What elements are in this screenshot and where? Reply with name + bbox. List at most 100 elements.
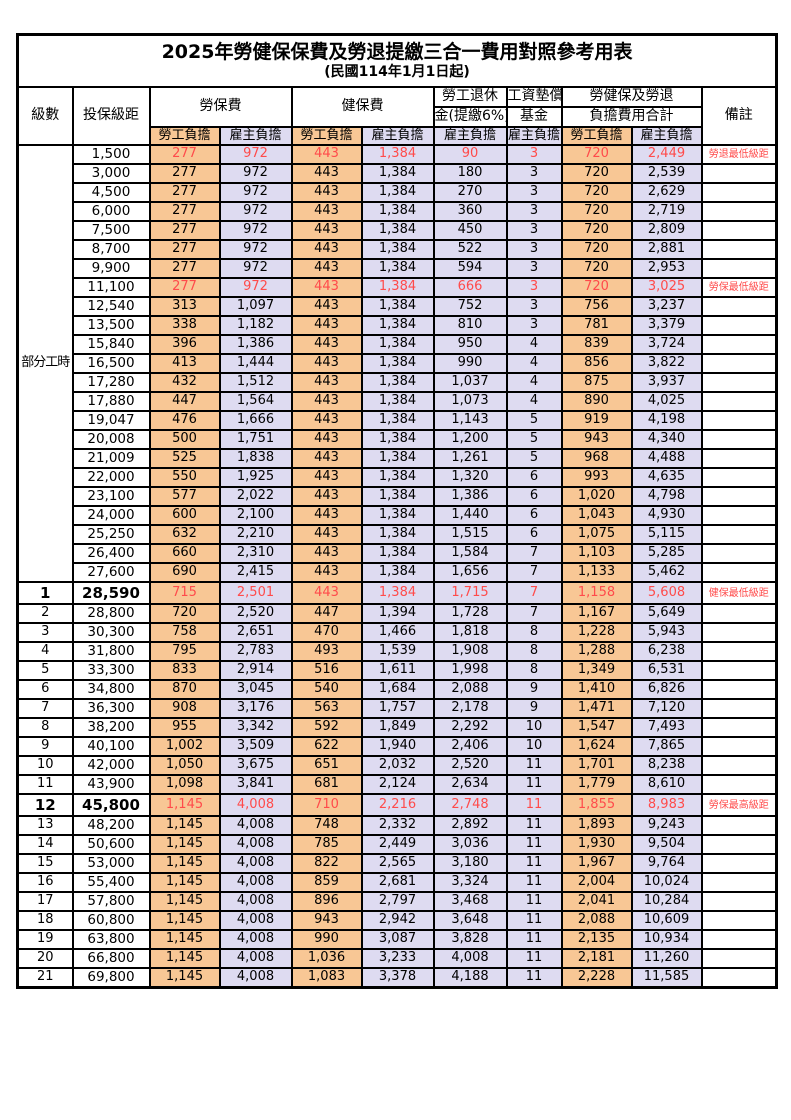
table-row: 16 55,400 1,145 4,008 859 2,681 3,324 11 2,004 10… (16, 872, 778, 893)
labor-employee-cell: 758 (148, 622, 221, 643)
table-row: 24,000 600 2,100 443 1,384 1,440 6 1,043 4,930 (18, 505, 778, 526)
subheader-total-employee: 勞工負擔 (560, 126, 633, 146)
bracket-cell: 7,500 (71, 220, 151, 241)
level-cell: 13 (16, 815, 74, 836)
health-employee-cell: 563 (290, 698, 363, 719)
pension-employer-cell: 90 (432, 144, 508, 165)
health-employer-cell: 1,384 (360, 562, 435, 583)
table-row: 3 30,300 758 2,651 470 1,466 1,818 8 1,228 5,943 (16, 622, 778, 643)
total-employee-cell: 856 (560, 353, 633, 374)
health-employee-cell: 622 (290, 736, 363, 757)
labor-employer-cell: 1,512 (218, 372, 293, 393)
labor-employer-cell: 972 (218, 277, 293, 298)
table-row: 18 60,800 1,145 4,008 943 2,942 3,648 11 2,088 10… (16, 910, 778, 931)
health-employer-cell: 1,384 (360, 372, 435, 393)
health-employer-cell: 2,942 (360, 910, 435, 931)
labor-employer-cell: 2,100 (218, 505, 293, 526)
remark-cell (700, 717, 778, 738)
total-employee-cell: 1,020 (560, 486, 633, 507)
total-employer-cell: 4,488 (630, 448, 703, 469)
health-employer-cell: 1,384 (360, 258, 435, 279)
remark-cell: 健保最低級距 (700, 581, 778, 605)
pension-employer-cell: 666 (432, 277, 508, 298)
labor-employee-cell: 277 (148, 258, 221, 279)
pension-employer-cell: 2,520 (432, 755, 508, 776)
pension-employer-cell: 1,200 (432, 429, 508, 450)
health-employee-cell: 443 (290, 353, 363, 374)
total-employee-cell: 1,167 (560, 603, 633, 624)
health-employer-cell: 1,384 (360, 353, 435, 374)
total-employee-cell: 1,779 (560, 774, 633, 795)
wage-fund-employer-cell: 4 (505, 353, 563, 374)
health-employee-cell: 822 (290, 853, 363, 874)
labor-employer-cell: 2,914 (218, 660, 293, 681)
labor-employer-cell: 972 (218, 144, 293, 165)
labor-employer-cell: 2,310 (218, 543, 293, 564)
pension-employer-cell: 1,386 (432, 486, 508, 507)
labor-employee-cell: 1,145 (148, 793, 221, 817)
pension-employer-cell: 3,468 (432, 891, 508, 912)
total-employer-cell: 4,025 (630, 391, 703, 412)
labor-employee-cell: 1,145 (148, 948, 221, 969)
col-header-bracket: 投保級距 (71, 86, 151, 146)
bracket-cell: 45,800 (71, 793, 151, 817)
health-employer-cell: 1,384 (360, 163, 435, 184)
labor-employee-cell: 1,145 (148, 929, 221, 950)
labor-employer-cell: 4,008 (218, 815, 293, 836)
total-employer-cell: 10,609 (630, 910, 703, 931)
pension-employer-cell: 2,634 (432, 774, 508, 795)
total-employee-cell: 1,471 (560, 698, 633, 719)
health-employee-cell: 447 (290, 603, 363, 624)
health-employee-cell: 443 (290, 524, 363, 545)
remark-cell (700, 201, 778, 222)
pension-employer-cell: 1,440 (432, 505, 508, 526)
health-employer-cell: 1,384 (360, 239, 435, 260)
health-employee-cell: 443 (290, 581, 363, 605)
col-header-remark: 備註 (700, 86, 778, 146)
pension-employer-cell: 3,648 (432, 910, 508, 931)
table-row: 22,000 550 1,925 443 1,384 1,320 6 993 4,635 (18, 467, 778, 488)
total-employer-cell: 9,504 (630, 834, 703, 855)
total-employee-cell: 839 (560, 334, 633, 355)
wage-fund-employer-cell: 3 (505, 277, 563, 298)
remark-cell (700, 296, 778, 317)
wage-fund-employer-cell: 3 (505, 201, 563, 222)
total-employee-cell: 1,967 (560, 853, 633, 874)
health-employee-cell: 493 (290, 641, 363, 662)
bracket-cell: 12,540 (71, 296, 151, 317)
wage-fund-employer-cell: 7 (505, 581, 563, 605)
remark-cell: 勞保最高級距 (700, 793, 778, 817)
health-employer-cell: 2,681 (360, 872, 435, 893)
wage-fund-employer-cell: 3 (505, 182, 563, 203)
total-employee-cell: 2,004 (560, 872, 633, 893)
pension-employer-cell: 1,515 (432, 524, 508, 545)
health-employer-cell: 1,384 (360, 182, 435, 203)
labor-employee-cell: 277 (148, 201, 221, 222)
level-cell: 6 (16, 679, 74, 700)
col-header-total-line2: 負擔費用合計 (560, 106, 703, 128)
bracket-cell: 38,200 (71, 717, 151, 738)
total-employer-cell: 5,649 (630, 603, 703, 624)
health-employee-cell: 443 (290, 410, 363, 431)
total-employee-cell: 943 (560, 429, 633, 450)
labor-employee-cell: 1,098 (148, 774, 221, 795)
pension-employer-cell: 360 (432, 201, 508, 222)
pension-employer-cell: 1,715 (432, 581, 508, 605)
part-time-group-cell: 部分工時 (16, 144, 74, 583)
total-employee-cell: 720 (560, 258, 633, 279)
remark-cell (700, 948, 778, 969)
health-employee-cell: 859 (290, 872, 363, 893)
total-employer-cell: 2,629 (630, 182, 703, 203)
health-employee-cell: 990 (290, 929, 363, 950)
pension-employer-cell: 594 (432, 258, 508, 279)
total-employee-cell: 1,133 (560, 562, 633, 583)
level-cell: 16 (16, 872, 74, 893)
wage-fund-employer-cell: 8 (505, 622, 563, 643)
health-employer-cell: 1,384 (360, 296, 435, 317)
health-employee-cell: 443 (290, 429, 363, 450)
health-employee-cell: 681 (290, 774, 363, 795)
wage-fund-employer-cell: 5 (505, 429, 563, 450)
bracket-cell: 8,700 (71, 239, 151, 260)
labor-employer-cell: 2,501 (218, 581, 293, 605)
labor-employee-cell: 432 (148, 372, 221, 393)
